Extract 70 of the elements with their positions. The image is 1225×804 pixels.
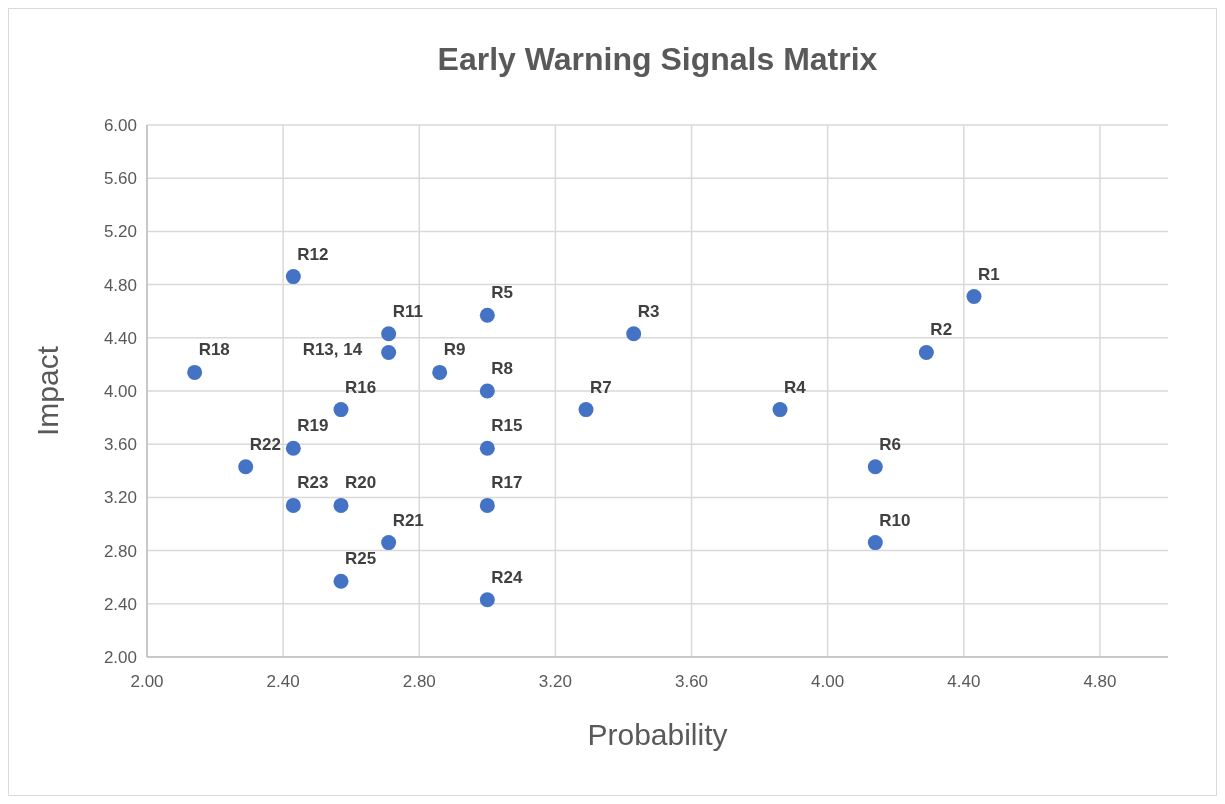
annotation: R6 [879,434,902,454]
point [772,402,788,418]
point [867,535,883,551]
x-axis-title: Probability [587,718,728,751]
point [187,364,203,380]
y-tick-label: 3.20 [103,488,137,508]
x-tick-label: 3.60 [674,672,709,691]
annotation: R3 [637,301,660,321]
point [479,592,495,608]
point [918,344,934,360]
annotation: R16 [344,377,377,397]
point [479,383,495,399]
annotation: R1 [978,264,1000,284]
annotation: R22 [249,434,281,454]
point [238,459,254,475]
y-tick-label: 4.40 [103,328,137,348]
annotation: R5 [491,283,514,303]
y-tick-label: 2.00 [103,647,137,667]
annotation: R23 [297,473,329,493]
annotation: R18 [198,340,230,360]
annotation: R15 [491,416,523,436]
annotation: R12 [297,244,329,264]
point [285,497,301,513]
x-tick-label: 4.80 [1083,672,1117,691]
point [432,364,448,380]
point [578,402,594,418]
point [333,573,349,589]
point [626,326,642,342]
annotation: R8 [491,359,514,378]
point [479,307,495,323]
annotation: R21 [392,510,424,530]
annotation: R2 [930,320,953,340]
x-tick-label: 2.80 [402,672,436,691]
annotation: R17 [491,473,523,493]
x-tick-label: 2.40 [266,672,300,691]
y-tick-label: 2.40 [103,594,137,614]
y-tick-label: 5.20 [103,222,137,242]
chart-title: Early Warning Signals Matrix [437,41,878,77]
x-tick-label: 2.00 [130,672,164,691]
x-tick-label: 4.00 [811,672,845,691]
point [333,402,349,418]
y-axis-title: Impact [31,345,64,437]
point [333,497,349,513]
annotation: R4 [784,377,807,397]
annotation: R24 [491,567,524,587]
y-tick-label: 4.80 [103,275,137,295]
annotation: R11 [392,301,423,321]
y-tick-label: 3.60 [103,435,137,455]
point [381,326,397,342]
annotation: R20 [344,473,377,493]
x-tick-label: 4.40 [947,672,981,691]
point [381,344,397,360]
point [381,535,397,551]
point [479,440,495,456]
y-tick-label: 5.60 [103,169,137,189]
y-tick-label: 6.00 [103,115,137,135]
point [285,440,301,456]
annotation: R13, 14 [302,340,363,360]
annotation: R9 [443,340,466,360]
y-tick-label: 2.80 [103,541,137,561]
point [966,289,982,305]
point [867,459,883,475]
annotation: R10 [879,510,911,530]
y-tick-label: 4.00 [103,381,137,401]
annotation: R19 [297,416,329,436]
annotation: R25 [344,549,377,569]
annotation: R7 [590,377,612,397]
point [479,497,495,513]
x-tick-label: 3.20 [538,672,572,691]
point [285,269,301,285]
